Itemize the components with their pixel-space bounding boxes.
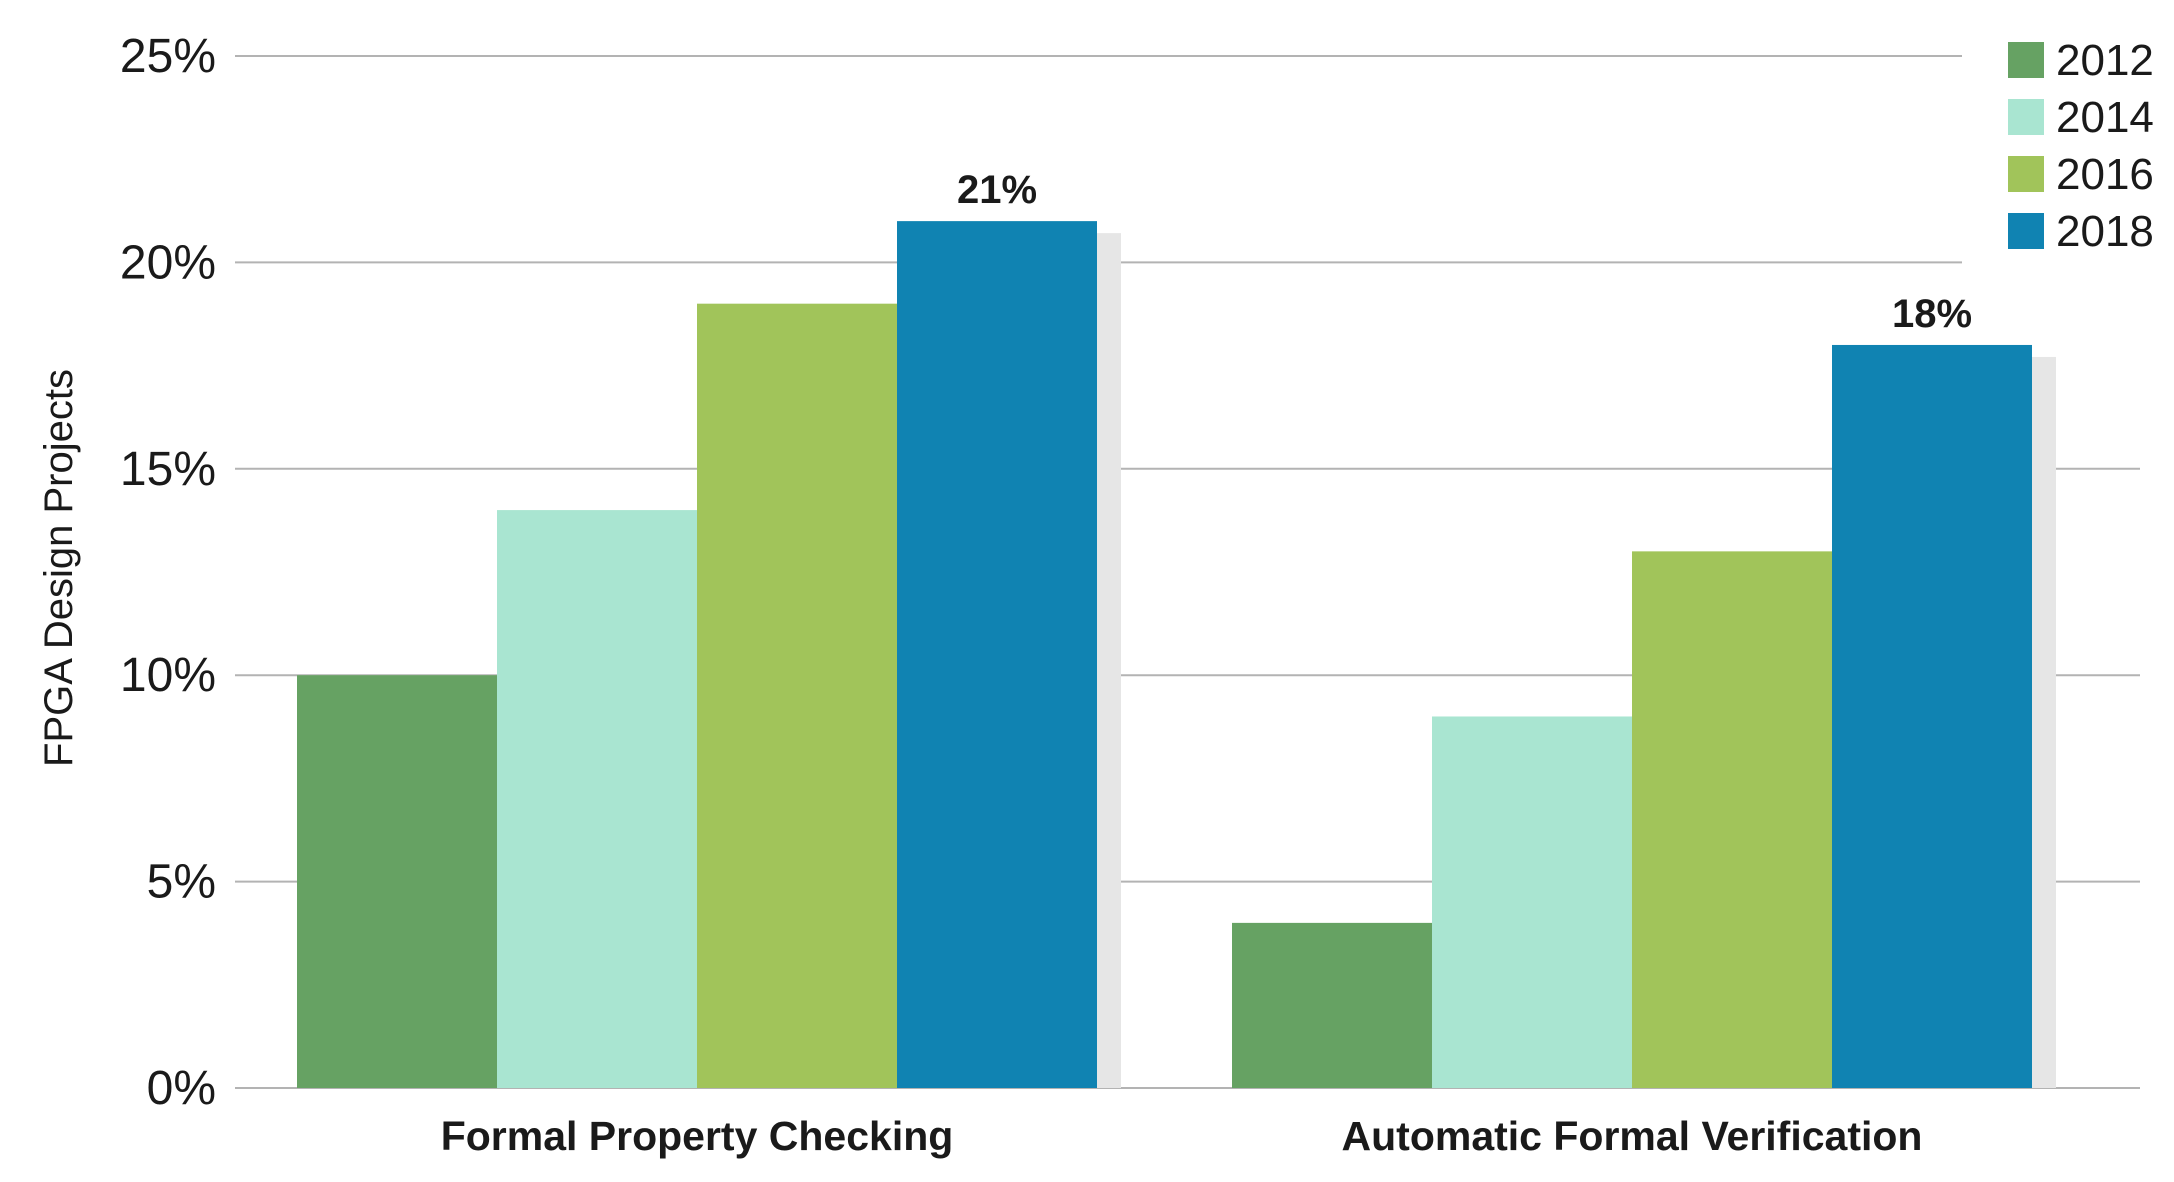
legend-swatch bbox=[2008, 156, 2044, 192]
y-tick-label: 5% bbox=[147, 856, 216, 909]
y-tick-label: 0% bbox=[147, 1062, 216, 1115]
data-label: 18% bbox=[1892, 292, 1972, 336]
bar-2018-formal-property-checking bbox=[897, 221, 1097, 1088]
legend-swatch bbox=[2008, 99, 2044, 135]
legend-label: 2012 bbox=[2056, 36, 2154, 85]
legend-label: 2018 bbox=[2056, 207, 2154, 256]
bar-2018-automatic-formal-verification bbox=[1832, 344, 2032, 1089]
legend-label: 2016 bbox=[2056, 150, 2154, 199]
legend-swatch bbox=[2008, 42, 2044, 78]
legend-swatch bbox=[2008, 213, 2044, 249]
y-tick-label: 15% bbox=[120, 443, 216, 496]
bars bbox=[297, 221, 2032, 1089]
legend-label: 2014 bbox=[2056, 93, 2154, 142]
y-tick-label: 20% bbox=[120, 236, 216, 289]
y-axis-title: FPGA Design Projects bbox=[37, 369, 81, 767]
data-labels: 21% 18% bbox=[957, 168, 1972, 336]
x-category-label: Formal Property Checking bbox=[441, 1113, 954, 1159]
y-axis-ticks: 0% 5% 10% 15% 20% 25% bbox=[120, 30, 216, 1115]
bar-2012-automatic-formal-verification bbox=[1232, 922, 1432, 1088]
data-label: 21% bbox=[957, 168, 1037, 212]
bar-2016-automatic-formal-verification bbox=[1632, 551, 1832, 1088]
y-tick-label: 25% bbox=[120, 30, 216, 83]
bar-2014-formal-property-checking bbox=[497, 510, 697, 1089]
bar-2012-formal-property-checking bbox=[297, 675, 497, 1088]
legend: 2012 2014 2016 2018 bbox=[2008, 36, 2154, 256]
x-category-label: Automatic Formal Verification bbox=[1342, 1113, 1923, 1159]
y-tick-label: 10% bbox=[120, 649, 216, 702]
x-axis-categories: Formal Property Checking Automatic Formal… bbox=[441, 1113, 1923, 1159]
bar-2016-formal-property-checking bbox=[697, 303, 897, 1088]
bar-2014-automatic-formal-verification bbox=[1432, 716, 1632, 1088]
